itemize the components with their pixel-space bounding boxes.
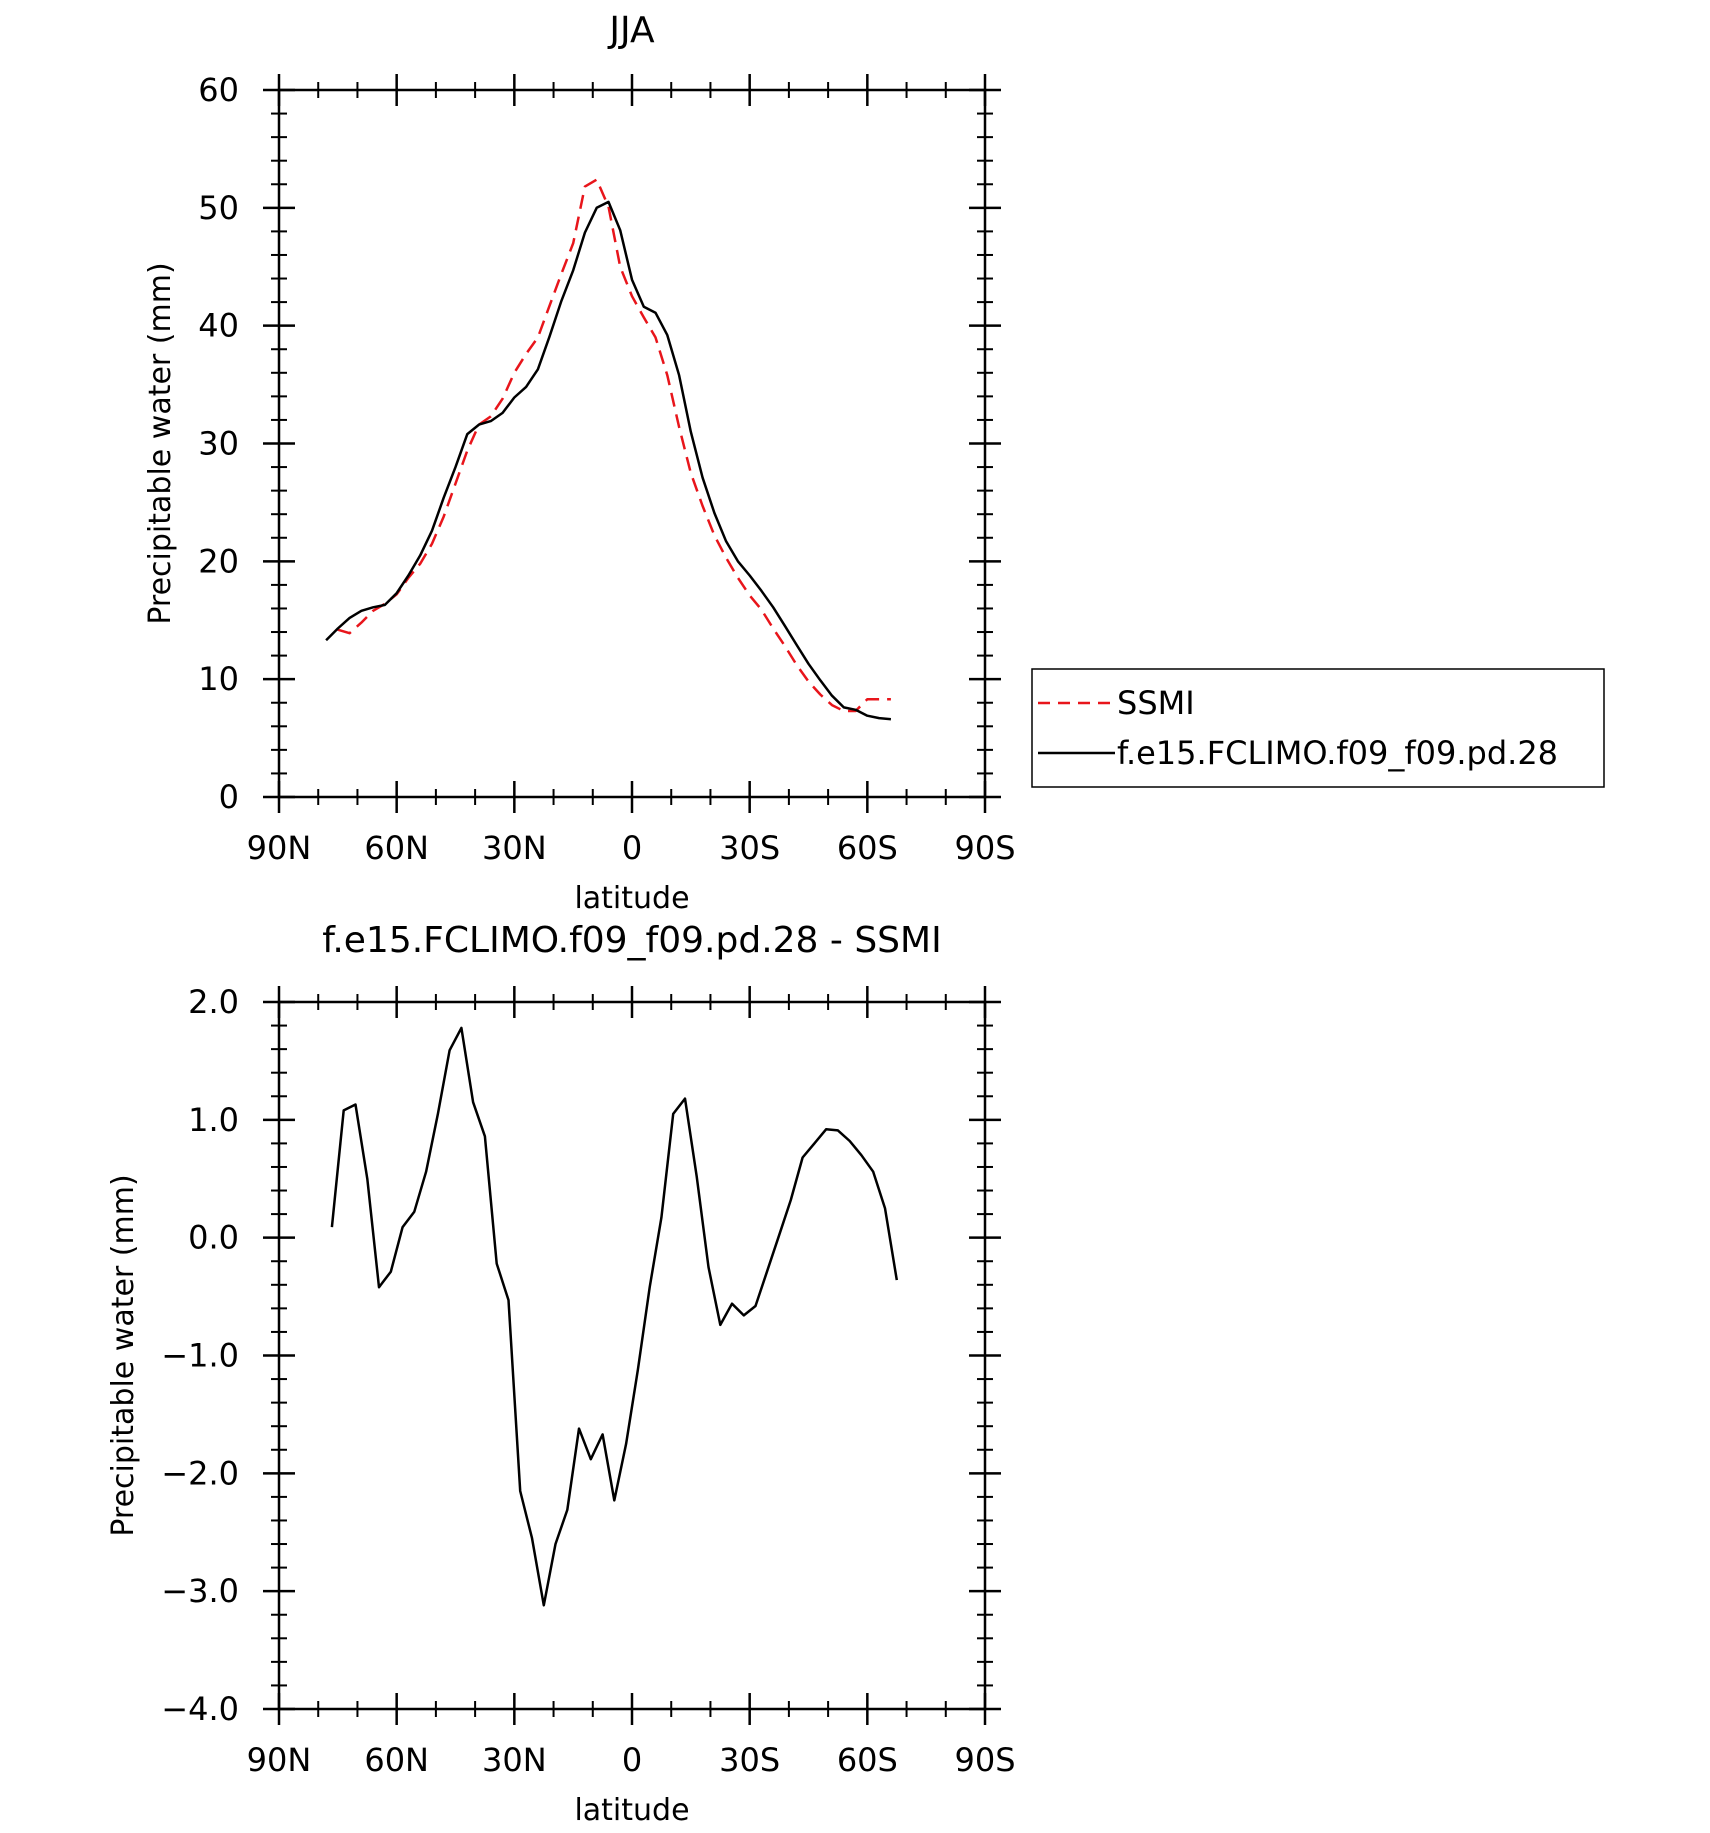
y-tick-label: −1.0 (161, 1337, 239, 1375)
x-tick-label: 90N (247, 829, 312, 867)
bottom-plot-frame (277, 1000, 987, 1711)
y-tick-label: −2.0 (161, 1454, 239, 1492)
y-tick-label: 60 (198, 71, 239, 109)
legend: SSMI f.e15.FCLIMO.f09_f09.pd.28 (1031, 668, 1605, 788)
y-tick-label: −4.0 (161, 1690, 239, 1728)
x-tick-label: 60N (364, 1741, 429, 1779)
y-tick-label: 1.0 (188, 1101, 239, 1139)
x-tick-label: 30S (719, 829, 780, 867)
bottom-panel: f.e15.FCLIMO.f09_f09.pd.28 - SSMI Precip… (106, 920, 1016, 1828)
x-tick-label: 30S (719, 1741, 780, 1779)
x-tick-label: 0 (622, 1741, 642, 1779)
x-tick-label: 90S (954, 829, 1015, 867)
bottom-plot-lines (330, 1026, 899, 1607)
top-plot-lines (325, 178, 892, 721)
legend-box (1031, 668, 1605, 788)
x-tick-label: 30N (482, 829, 547, 867)
y-tick-label: 2.0 (188, 983, 239, 1021)
x-tick-label: 90N (247, 1741, 312, 1779)
y-tick-label: 20 (198, 542, 239, 580)
bottom-x-axis-label: latitude (574, 1793, 689, 1828)
series-line-f-e15-fclimo-f09-f09-pd-28 (325, 200, 892, 721)
top-axis-ticks: 0 10 20 30 40 50 60 90N 60N 30N 0 30S 60S 90S (198, 71, 1015, 867)
top-plot-frame (277, 88, 987, 799)
x-tick-label: 60S (837, 1741, 898, 1779)
y-tick-label: 0.0 (188, 1219, 239, 1257)
bottom-chart-title: f.e15.FCLIMO.f09_f09.pd.28 - SSMI (322, 920, 941, 961)
y-tick-label: 30 (198, 425, 239, 463)
top-y-axis-label: Precipitable water (mm) (143, 262, 178, 624)
legend-label-model: f.e15.FCLIMO.f09_f09.pd.28 (1117, 734, 1558, 772)
x-tick-label: 60N (364, 829, 429, 867)
top-x-axis-label: latitude (574, 881, 689, 916)
x-tick-label: 30N (482, 1741, 547, 1779)
y-tick-label: −3.0 (161, 1572, 239, 1610)
x-tick-label: 0 (622, 829, 642, 867)
y-tick-label: 50 (198, 189, 239, 227)
series-line-ssmi (337, 178, 891, 713)
y-tick-label: 0 (219, 778, 239, 816)
top-panel: JJA Precipitable water (mm) latitude 0 10… (143, 10, 1016, 916)
series-line-difference (330, 1026, 899, 1607)
y-tick-label: 40 (198, 307, 239, 345)
x-tick-label: 90S (954, 1741, 1015, 1779)
legend-label-ssmi: SSMI (1117, 684, 1195, 722)
top-chart-title: JJA (607, 10, 655, 51)
x-tick-label: 60S (837, 829, 898, 867)
y-tick-label: 10 (198, 660, 239, 698)
bottom-y-axis-label: Precipitable water (mm) (106, 1174, 141, 1536)
